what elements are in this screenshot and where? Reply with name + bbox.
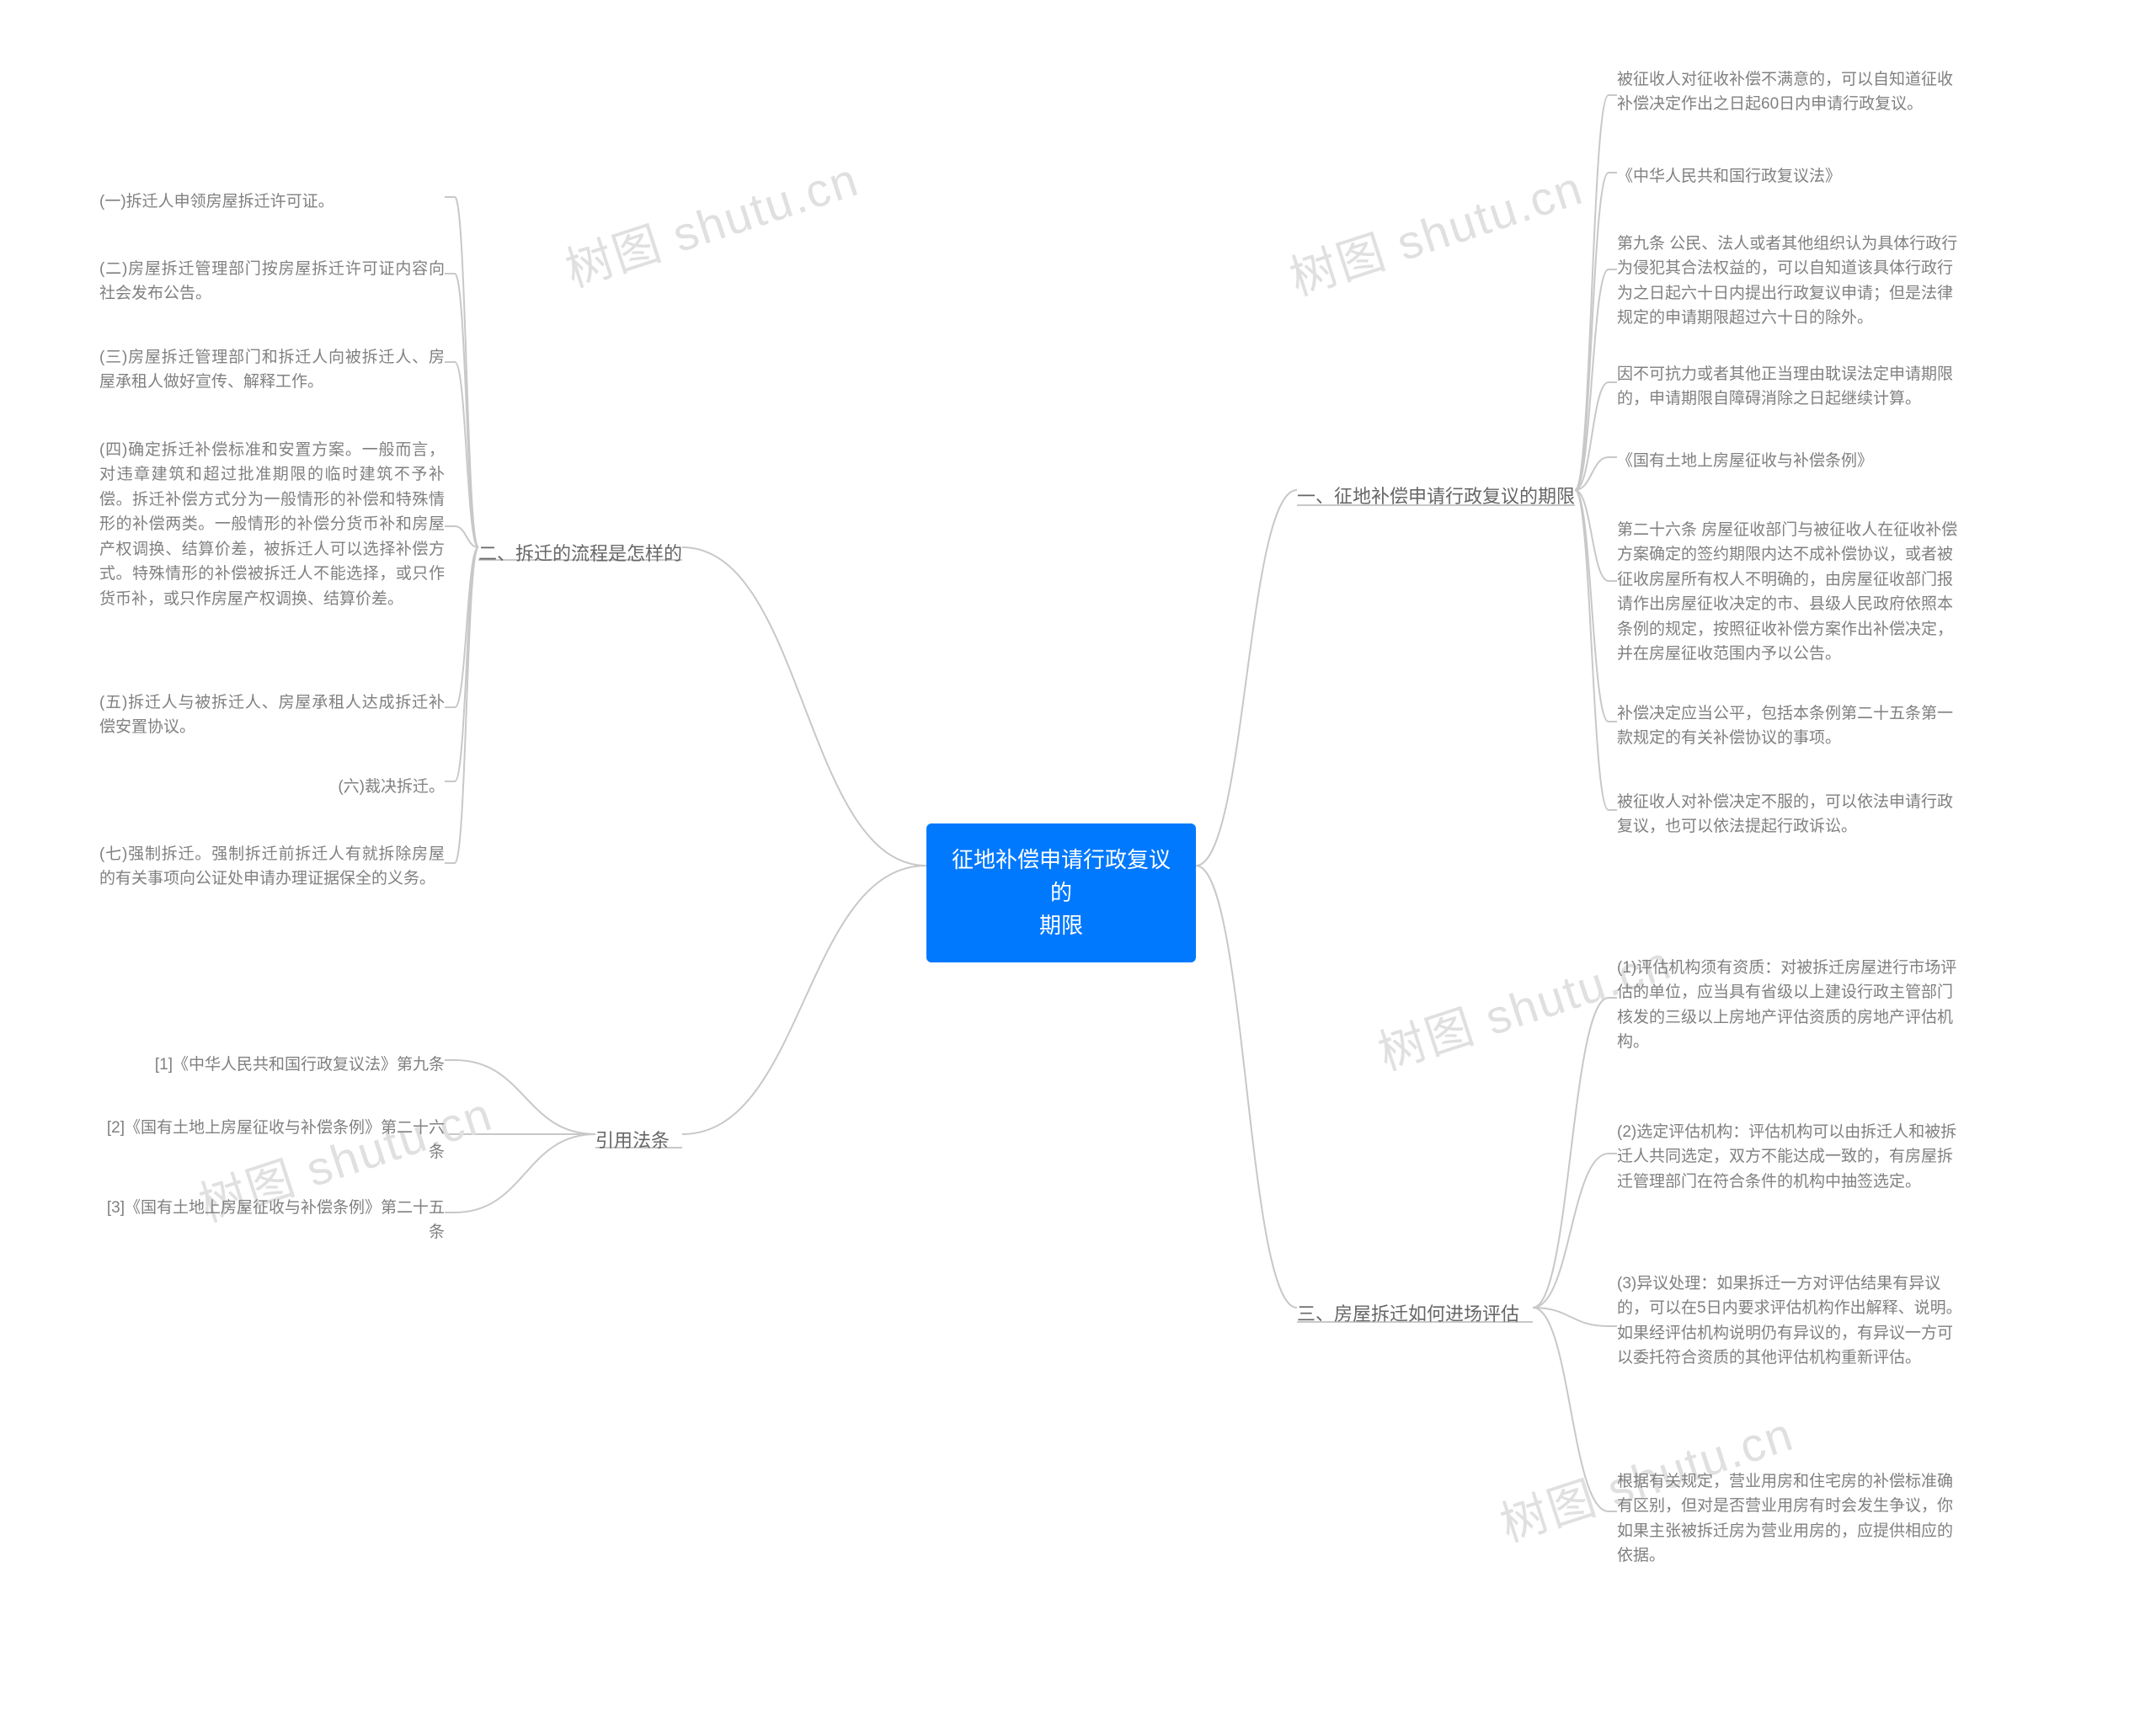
leaf-r1-5: 《国有土地上房屋征收与补偿条例》	[1617, 449, 1962, 473]
central-text-line2: 期限	[1039, 913, 1083, 938]
leaf-l2-7: (七)强制拆迁。强制拆迁前拆迁人有就拆除房屋的有关事项向公证处申请办理证据保全的…	[99, 842, 445, 892]
leaf-r3-1: (1)评估机构须有资质：对被拆迁房屋进行市场评估的单位，应当具有省级以上建设行政…	[1617, 956, 1962, 1055]
leaf-l4-2: [2]《国有土地上房屋征收与补偿条例》第二十六条	[99, 1116, 445, 1165]
leaf-r1-3: 第九条 公民、法人或者其他组织认为具体行政行为侵犯其合法权益的，可以自知道该具体…	[1617, 232, 1962, 331]
leaf-r3-2: (2)选定评估机构：评估机构可以由拆迁人和被拆迁人共同选定，双方不能达成一致的，…	[1617, 1120, 1962, 1194]
leaf-l2-5: (五)拆迁人与被拆迁人、房屋承租人达成拆迁补偿安置协议。	[99, 690, 445, 740]
leaf-r1-1: 被征收人对征收补偿不满意的，可以自知道征收补偿决定作出之日起60日内申请行政复议…	[1617, 67, 1962, 117]
leaf-r1-2: 《中华人民共和国行政复议法》	[1617, 164, 1962, 189]
branch-4[interactable]: 引用法条	[595, 1126, 670, 1153]
leaf-r1-7: 补偿决定应当公平，包括本条例第二十五条第一款规定的有关补偿协议的事项。	[1617, 701, 1962, 751]
leaf-r3-4: 根据有关规定，营业用房和住宅房的补偿标准确有区别，但对是否营业用房有时会发生争议…	[1617, 1469, 1962, 1569]
leaf-l2-6: (六)裁决拆迁。	[99, 775, 445, 799]
watermark: 树图 shutu.cn	[556, 141, 867, 301]
leaf-l4-3: [3]《国有土地上房屋征收与补偿条例》第二十五条	[99, 1196, 445, 1245]
central-node[interactable]: 征地补偿申请行政复议的 期限	[926, 823, 1196, 962]
leaf-l2-1: (一)拆迁人申领房屋拆迁许可证。	[99, 189, 445, 214]
branch-2[interactable]: 二、拆迁的流程是怎样的	[478, 539, 682, 566]
leaf-r1-6: 第二十六条 房屋征收部门与被征收人在征收补偿方案确定的签约期限内达不成补偿协议，…	[1617, 518, 1962, 667]
leaf-l4-1: [1]《中华人民共和国行政复议法》第九条	[99, 1053, 445, 1077]
leaf-r3-3: (3)异议处理：如果拆迁一方对评估结果有异议的，可以在5日内要求评估机构作出解释…	[1617, 1271, 1962, 1371]
watermark: 树图 shutu.cn	[1280, 150, 1591, 309]
leaf-r1-8: 被征收人对补偿决定不服的，可以依法申请行政复议，也可以依法提起行政诉讼。	[1617, 790, 1962, 839]
leaf-r1-4: 因不可抗力或者其他正当理由耽误法定申请期限的，申请期限自障碍消除之日起继续计算。	[1617, 362, 1962, 412]
leaf-l2-2: (二)房屋拆迁管理部门按房屋拆迁许可证内容向社会发布公告。	[99, 257, 445, 306]
leaf-l2-3: (三)房屋拆迁管理部门和拆迁人向被拆迁人、房屋承租人做好宣传、解释工作。	[99, 345, 445, 395]
branch-1[interactable]: 一、征地补偿申请行政复议的期限	[1297, 482, 1575, 509]
central-text-line1: 征地补偿申请行政复议的	[952, 847, 1171, 905]
leaf-l2-4: (四)确定拆迁补偿标准和安置方案。一般而言，对违章建筑和超过批准期限的临时建筑不…	[99, 438, 445, 611]
branch-3[interactable]: 三、房屋拆迁如何进场评估	[1297, 1299, 1519, 1326]
